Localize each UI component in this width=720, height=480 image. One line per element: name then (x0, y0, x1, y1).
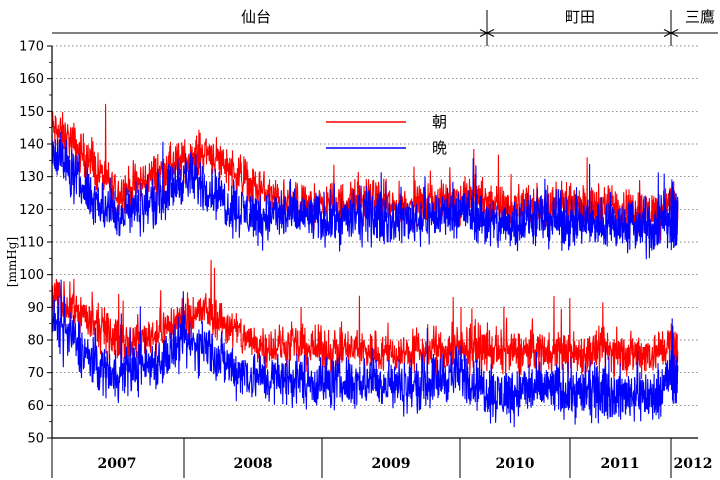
series-line-lower (51, 279, 679, 428)
location-label: 仙台 (241, 8, 271, 26)
y-tick-label: 160 (19, 72, 44, 87)
y-tick-label: 110 (19, 236, 44, 251)
location-header: 仙台 町田 三鷹 (52, 8, 718, 46)
year-label: 2011 (601, 456, 640, 472)
legend-label: 朝 (432, 113, 447, 131)
y-tick-label: 150 (19, 105, 44, 120)
y-tick-label: 50 (27, 432, 44, 447)
x-year-bands: 2007 2008 2009 2010 2011 2012 (51, 438, 713, 478)
location-label: 三鷹 (685, 8, 715, 26)
legend-label: 晩 (432, 139, 447, 157)
y-tick-label: 80 (27, 334, 44, 349)
arrow-head (485, 29, 495, 37)
series-group (51, 103, 679, 428)
year-label: 2009 (372, 456, 411, 472)
year-label: 2008 (234, 456, 273, 472)
location-label: 町田 (565, 8, 595, 26)
year-label: 2010 (496, 456, 535, 472)
year-label: 2012 (674, 456, 713, 472)
legend: 朝晩 (326, 113, 447, 157)
y-axis-title: [mmHg] (5, 237, 19, 287)
year-label: 2007 (98, 456, 137, 472)
y-tick-label: 140 (19, 138, 44, 153)
series-line-upper (51, 131, 679, 260)
arrow-head (669, 29, 679, 37)
y-tick-label: 90 (27, 301, 44, 316)
y-tick-label: 100 (19, 268, 44, 283)
y-tick-label: 70 (27, 366, 44, 381)
y-tick-label: 130 (19, 170, 44, 185)
y-tick-label: 120 (19, 203, 44, 218)
y-axis-ticks: 50 60 70 80 90 100 110 120 130 140 150 160 170 (19, 40, 52, 447)
y-tick-label: 170 (19, 40, 44, 55)
series-line-lower (51, 259, 679, 383)
y-tick-label: 60 (27, 399, 44, 414)
